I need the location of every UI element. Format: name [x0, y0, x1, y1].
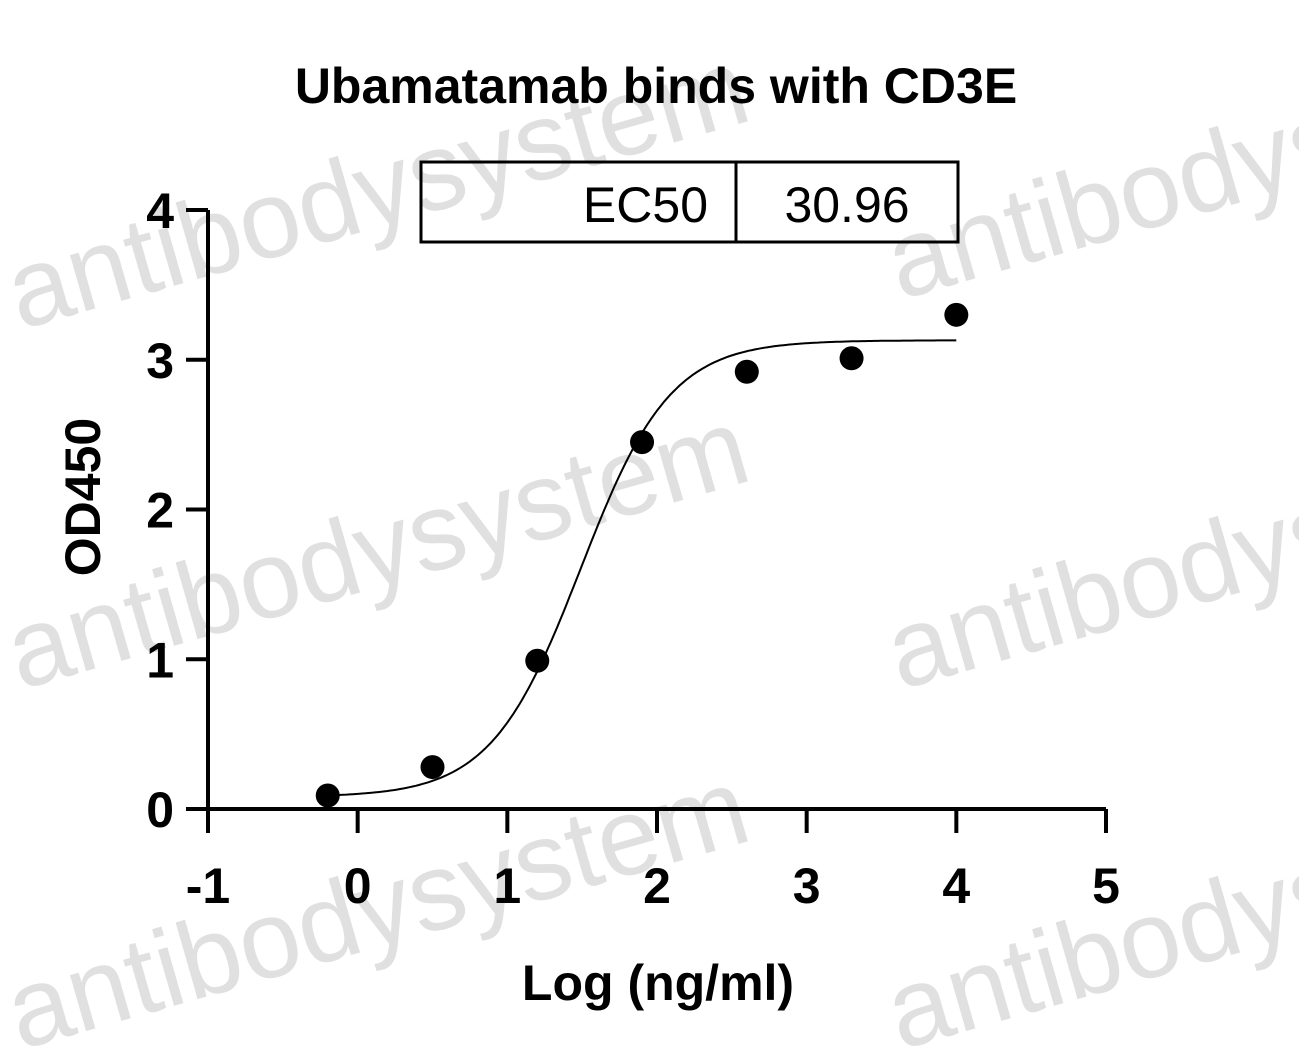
watermark-text: antibodysystem	[873, 744, 1299, 1059]
y-tick-label: 1	[146, 632, 174, 688]
y-tick-label: 0	[146, 782, 174, 838]
x-tick-label: 0	[344, 858, 372, 914]
data-point	[839, 346, 864, 371]
ec50-label: EC50	[583, 177, 708, 233]
x-axis-ticks: -1 0 1 2 3 4 5	[186, 809, 1120, 914]
data-point	[315, 783, 340, 808]
x-tick-label: 5	[1092, 858, 1120, 914]
y-axis-ticks: 0 1 2 3 4	[146, 183, 208, 838]
ec50-table: EC50 30.96	[419, 160, 960, 244]
data-point	[944, 302, 969, 327]
watermark-text: antibodysystem	[873, 384, 1299, 713]
y-tick-label: 4	[146, 183, 174, 239]
x-tick-label: -1	[186, 858, 230, 914]
ec50-box	[419, 160, 960, 244]
y-tick-label: 3	[146, 333, 174, 389]
x-tick-label: 4	[942, 858, 970, 914]
x-tick-label: 2	[643, 858, 671, 914]
data-point	[525, 648, 550, 673]
x-tick-label: 3	[793, 858, 821, 914]
y-axis-label: OD450	[55, 418, 111, 576]
data-points	[315, 302, 969, 808]
data-point	[630, 430, 655, 455]
x-axis-label: Log (ng/ml)	[522, 955, 794, 1011]
ec50-value: 30.96	[784, 177, 909, 233]
chart-title: Ubamatamab binds with CD3E	[295, 58, 1017, 114]
data-point	[420, 755, 445, 780]
data-point	[734, 359, 759, 384]
y-tick-label: 2	[146, 483, 174, 539]
x-tick-label: 1	[493, 858, 521, 914]
